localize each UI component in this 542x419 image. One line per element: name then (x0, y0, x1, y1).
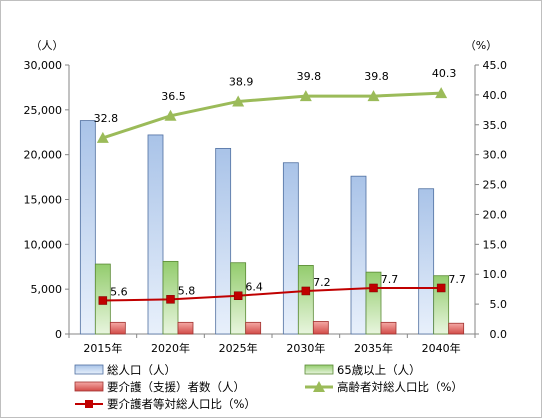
bar-care-recipients (380, 321, 397, 335)
legend-label: 65歳以上（人） (337, 363, 421, 377)
data-label-elderly-ratio: 39.8 (297, 70, 322, 83)
data-label-care-ratio: 6.4 (245, 281, 263, 294)
legend-swatch (74, 364, 104, 375)
y-right-tick-label: 5.0 (490, 298, 508, 311)
data-label-care-ratio: 5.6 (110, 286, 128, 299)
x-tick-label: 2035年 (354, 341, 393, 355)
point-care-ratio (301, 286, 311, 296)
x-tick-label: 2020年 (151, 341, 190, 355)
legend-swatch-marker (313, 381, 325, 392)
bar-total-population (147, 134, 164, 335)
y-right-tick-label: 45.0 (483, 59, 508, 72)
y-left-tick-label: 15,000 (24, 194, 63, 207)
legend-swatch (74, 381, 104, 392)
legend-total-population: 総人口（人） (74, 363, 176, 377)
bar-care-recipients (312, 321, 329, 335)
data-label-care-ratio: 7.7 (448, 273, 466, 286)
y-right-tick-label: 0.0 (490, 328, 508, 341)
point-elderly-ratio (164, 109, 177, 121)
legend-label: 要介護者等対総人口比（%） (107, 397, 256, 411)
y-right-tick-label: 20.0 (483, 208, 508, 221)
data-label-elderly-ratio: 36.5 (161, 90, 186, 103)
point-elderly-ratio (435, 87, 448, 99)
data-label-elderly-ratio: 39.8 (364, 70, 389, 83)
data-label-elderly-ratio: 40.3 (432, 67, 457, 80)
data-label-elderly-ratio: 38.9 (229, 75, 254, 88)
x-tick-label: 2030年 (286, 341, 325, 355)
line-elderly-ratio (102, 91, 442, 140)
y-right-tick-label: 15.0 (483, 238, 508, 251)
legend-swatch (304, 364, 334, 375)
point-care-ratio (369, 283, 378, 293)
point-care-ratio (436, 283, 446, 293)
x-tick-label: 2015年 (83, 341, 122, 355)
y-right-tick-label: 10.0 (483, 268, 508, 281)
y-left-unit-label: （人） (31, 39, 64, 52)
x-tick-label: 2025年 (219, 341, 258, 355)
bar-total-population (79, 120, 96, 335)
y-left-tick-label: 0 (55, 328, 62, 341)
y-right-unit-label: （%） (465, 39, 497, 52)
bar-aged-65-plus (365, 271, 382, 335)
line-care-ratio (102, 286, 442, 302)
point-elderly-ratio (299, 90, 312, 102)
bar-total-population (215, 147, 232, 335)
y-left-tick-label: 25,000 (24, 104, 63, 117)
bar-total-population (282, 162, 299, 335)
point-elderly-ratio (367, 90, 380, 102)
bar-care-recipients (448, 322, 465, 335)
bar-aged-65-plus (297, 265, 314, 335)
bar-care-recipients (109, 321, 126, 335)
data-label-care-ratio: 5.8 (178, 284, 196, 297)
point-care-ratio (98, 296, 108, 305)
bar-care-recipients (177, 321, 194, 335)
y-right-tick-label: 40.0 (483, 89, 508, 102)
legend-label: 要介護（支援）者数（人） (107, 380, 245, 394)
bar-total-population (418, 188, 435, 335)
legend-care-ratio: 要介護者等対総人口比（%） (75, 397, 256, 411)
x-tick-label: 2040年 (422, 341, 461, 355)
y-right-tick-label: 35.0 (483, 119, 508, 132)
y-left-tick-label: 30,000 (24, 59, 63, 72)
y-left-tick-label: 5,000 (31, 283, 63, 296)
data-label-elderly-ratio: 32.8 (94, 112, 119, 125)
y-right-tick-label: 25.0 (483, 179, 508, 192)
legend-swatch-marker (85, 400, 93, 408)
data-label-care-ratio: 7.2 (313, 276, 331, 289)
legend-care-recipients: 要介護（支援）者数（人） (74, 380, 245, 394)
bar-care-recipients (245, 321, 262, 335)
point-elderly-ratio (232, 95, 245, 107)
legend-label: 総人口（人） (107, 363, 176, 377)
y-left-tick-label: 20,000 (24, 149, 63, 162)
bar-total-population (350, 175, 367, 335)
y-left-tick-label: 10,000 (24, 238, 63, 251)
y-right-tick-label: 30.0 (483, 149, 508, 162)
legend-aged-65-plus: 65歳以上（人） (304, 363, 421, 377)
point-elderly-ratio (96, 131, 109, 143)
data-label-care-ratio: 7.7 (381, 273, 399, 286)
legend-elderly-ratio: 高齢者対総人口比（%） (305, 380, 463, 394)
point-care-ratio (166, 295, 175, 304)
point-care-ratio (233, 291, 243, 300)
legend-label: 高齢者対総人口比（%） (337, 380, 463, 394)
